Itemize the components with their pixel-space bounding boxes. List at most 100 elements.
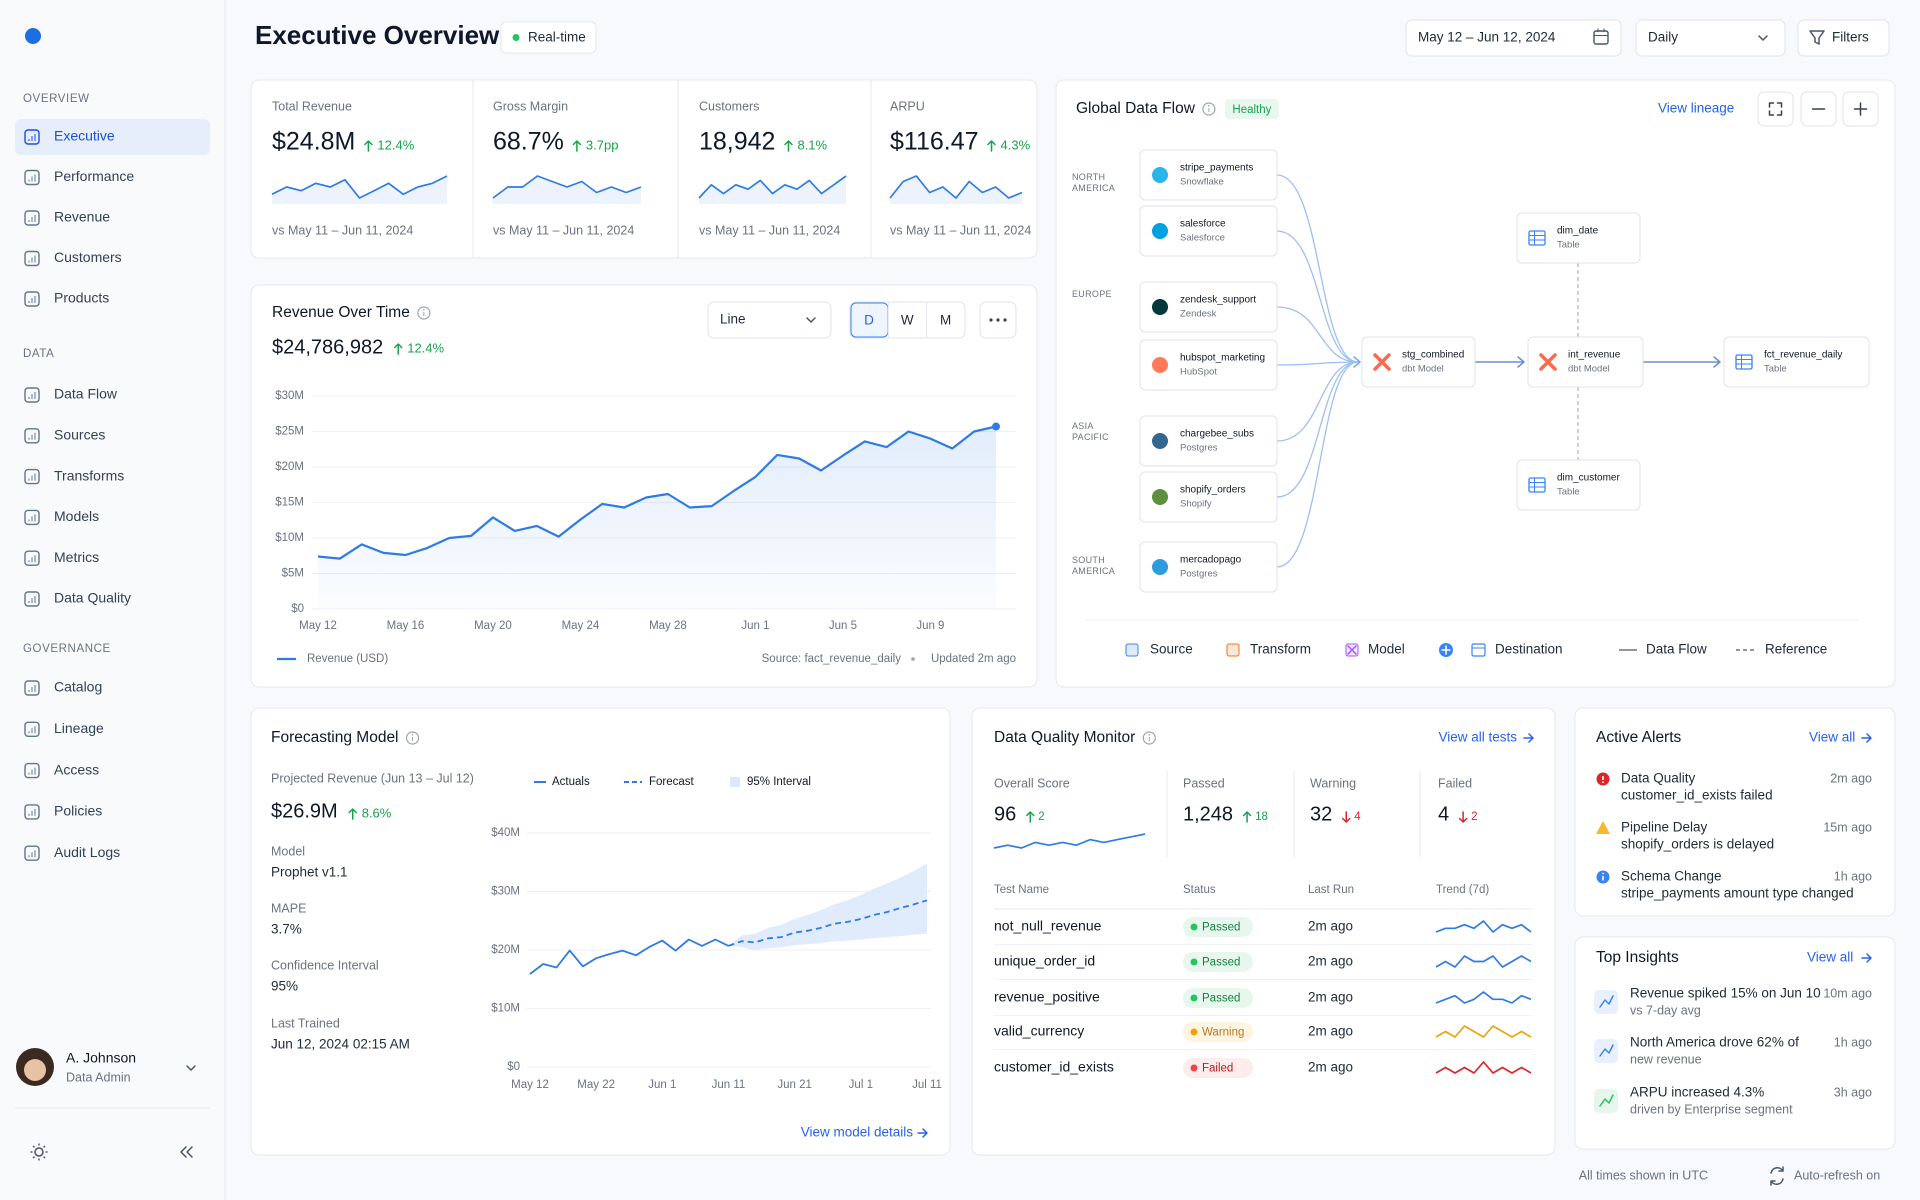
view-all-tests[interactable]: View all tests [1438, 730, 1517, 745]
y-tick-label: $5M [282, 568, 304, 580]
filters-button[interactable] [1797, 19, 1890, 57]
status-dot [1190, 958, 1198, 966]
view-lineage[interactable]: View lineage [1658, 101, 1734, 116]
view-all-alerts[interactable]: View all [1809, 730, 1855, 745]
insight-detail: new revenue [1630, 1052, 1702, 1066]
nav-icon [24, 291, 40, 307]
y-tick-label: $20M [275, 461, 304, 473]
nav-item-active[interactable] [15, 119, 210, 155]
legend-label: Reference [1765, 642, 1827, 657]
sparkline-area [272, 176, 447, 204]
flow-node[interactable] [1361, 336, 1476, 388]
legend-label: Actuals [552, 776, 590, 788]
revenue-total: $24,786,982 [272, 336, 383, 358]
granularity-select[interactable] [1635, 19, 1786, 57]
nav-icon [24, 129, 40, 145]
kpi-value: $116.47 [890, 128, 979, 156]
test-name: valid_currency [994, 1023, 1084, 1039]
period-option[interactable]: W [901, 313, 914, 328]
theme-toggle [43, 1156, 46, 1159]
node-name: stripe_payments [1180, 163, 1253, 174]
card [250, 79, 1038, 259]
flow-edge [1276, 361, 1359, 498]
node-kind: Zendesk [1180, 309, 1217, 320]
nav-item[interactable]: Data Quality [54, 590, 131, 606]
nav-icon [24, 169, 40, 186]
nav-item[interactable]: Metrics [54, 549, 99, 565]
nav-item[interactable]: Performance [54, 168, 134, 184]
fullscreen-icon [1768, 102, 1783, 116]
insight-time: 3h ago [1834, 1085, 1872, 1099]
source-icon [1152, 489, 1168, 505]
source-icon [1152, 223, 1168, 239]
nav-item[interactable]: Data Flow [54, 386, 118, 402]
view-all-insights[interactable]: View all [1807, 950, 1853, 965]
last-run: 2m ago [1308, 990, 1353, 1005]
node-name: fct_revenue_daily [1764, 350, 1842, 361]
user-name: A. Johnson [66, 1050, 136, 1066]
nav-item[interactable]: Executive [54, 128, 115, 144]
flow-node[interactable] [1139, 471, 1278, 523]
node-kind: Table [1557, 240, 1580, 251]
flow-node[interactable] [1139, 339, 1278, 391]
nav-item[interactable]: Audit Logs [54, 844, 120, 860]
detail-value: 3.7% [271, 922, 302, 937]
node-name: zendesk_support [1180, 295, 1256, 306]
date-picker[interactable] [1405, 19, 1622, 57]
auto-refresh[interactable]: Auto-refresh on [1794, 1168, 1880, 1182]
nav-item[interactable]: Models [54, 508, 99, 524]
nav-icon [24, 845, 40, 861]
node-name: int_revenue [1568, 350, 1621, 361]
info-icon [1208, 105, 1210, 107]
region-label: NORTH AMERICA [1072, 172, 1116, 193]
flow-node[interactable] [1139, 281, 1278, 333]
nav-item[interactable]: Catalog [54, 679, 102, 695]
flow-node[interactable] [1723, 336, 1870, 388]
view-model-details[interactable]: View model details [801, 1125, 914, 1140]
period-option[interactable]: D [864, 313, 874, 328]
link-arrow [1523, 733, 1534, 743]
flow-node[interactable] [1516, 212, 1641, 264]
region-label: SOUTH AMERICA [1072, 555, 1115, 576]
node-kind: Postgres [1180, 443, 1218, 454]
chart-type-select[interactable] [707, 301, 832, 339]
zoom-button[interactable] [1757, 91, 1794, 127]
flow-node[interactable] [1139, 149, 1278, 201]
y-tick-label: $20M [491, 944, 520, 956]
nav-item[interactable]: Transforms [54, 467, 124, 483]
more-icon [989, 318, 993, 322]
arrow-up [1242, 811, 1252, 823]
sidebar [0, 0, 225, 1200]
alert-title: Schema Change [1621, 869, 1722, 884]
node-kind: dbt Model [1402, 364, 1444, 375]
arrow-up [987, 140, 996, 152]
legend-model [1347, 645, 1357, 655]
last-run: 2m ago [1308, 1024, 1353, 1039]
flow-node[interactable] [1139, 415, 1278, 467]
nav-item[interactable]: Sources [54, 427, 105, 443]
nav-item[interactable]: Customers [54, 249, 122, 265]
period-option[interactable]: M [940, 313, 951, 328]
alert-icon [1602, 781, 1604, 784]
metric-label: Passed [1183, 776, 1225, 790]
arrow-up [572, 140, 582, 152]
sparkline [1435, 920, 1532, 933]
zoom-in-icon [1853, 102, 1868, 116]
chevron [186, 1065, 196, 1071]
x-tick-label: Jun 1 [741, 620, 769, 632]
flow-node[interactable] [1139, 205, 1278, 257]
y-tick-label: $0 [507, 1061, 520, 1073]
nav-item[interactable]: Access [54, 761, 99, 777]
flow-node[interactable] [1139, 541, 1278, 593]
insight-icon [1599, 1044, 1614, 1057]
nav-item[interactable]: Revenue [54, 209, 110, 225]
flow-node[interactable] [1527, 336, 1644, 388]
nav-item[interactable]: Products [54, 290, 109, 306]
nav-item[interactable]: Policies [54, 803, 102, 819]
nav-section-title: GOVERNANCE [23, 643, 111, 655]
status-text: Failed [1202, 1063, 1233, 1075]
flow-node[interactable] [1516, 459, 1641, 511]
node-name: salesforce [1180, 219, 1226, 230]
nav-item[interactable]: Lineage [54, 720, 104, 736]
calendar-icon [1593, 30, 1609, 45]
